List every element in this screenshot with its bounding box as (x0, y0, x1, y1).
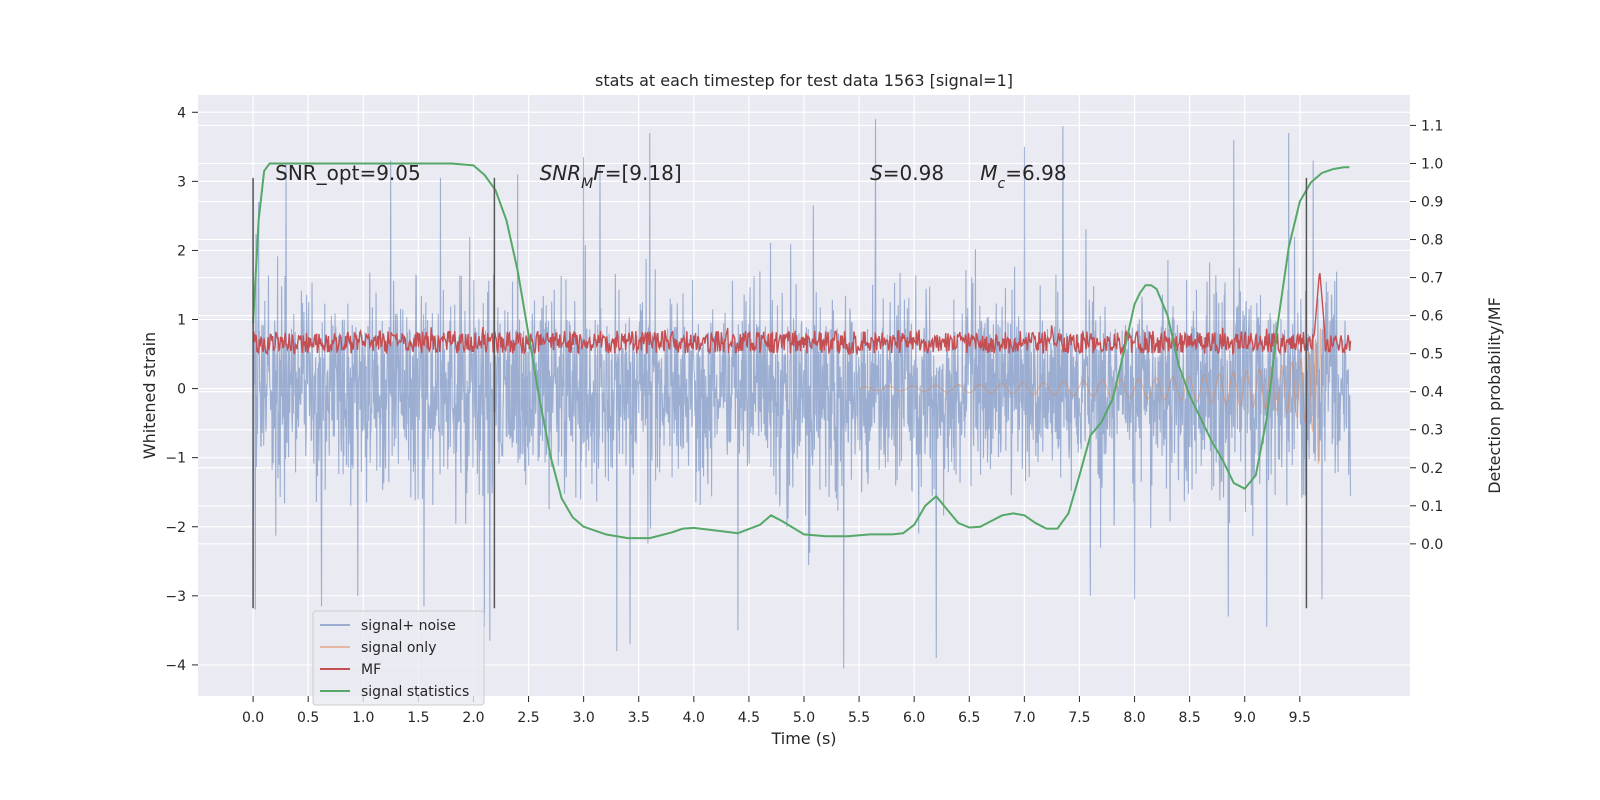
y-tick-label: −3 (165, 589, 186, 605)
x-tick-label: 3.5 (628, 710, 650, 726)
series-signal-noise-line (252, 119, 1352, 669)
vertical-markers (252, 177, 1308, 609)
x-tick-label: 9.5 (1289, 710, 1311, 726)
x-tick-label: 8.5 (1179, 710, 1201, 726)
x-tick-label: 8.0 (1123, 710, 1145, 726)
x-tick-label: 5.5 (848, 710, 870, 726)
x-tick-label: 5.0 (793, 710, 815, 726)
y-tick-label: 1 (177, 313, 186, 329)
axes: 0.0 0.5 1.0 1.5 2.0 2.5 3.0 3.5 4.0 4.5 5.0 5.5 6.0 6… (165, 105, 1443, 726)
y-right-tick-label: 0.8 (1421, 233, 1443, 249)
y-tick-label: −1 (165, 451, 186, 467)
y-axis-right-label: Detection probability/MF (1485, 297, 1504, 494)
y-tick-label: 4 (177, 105, 186, 121)
y-right-tick-label: 0.3 (1421, 423, 1443, 439)
legend-label: signal only (361, 640, 436, 656)
annotation-text: SNRMF=[9.18] (540, 161, 682, 192)
chart-title: stats at each timestep for test data 156… (595, 71, 1013, 90)
annotation-text: Mc=6.98 (980, 161, 1066, 192)
x-tick-label: 2.0 (462, 710, 484, 726)
y-right-tick-label: 1.1 (1421, 118, 1443, 134)
series-signal-only-line (858, 328, 1323, 464)
x-tick-label: 1.5 (407, 710, 429, 726)
x-tick-label: 7.0 (1013, 710, 1035, 726)
y-right-tick-label: 0.7 (1421, 271, 1443, 287)
annotation-text: SNR_opt=9.05 (275, 161, 421, 185)
x-axis-label: Time (s) (770, 729, 836, 748)
y-right-tick-label: 0.6 (1421, 309, 1443, 325)
x-tick-label: 3.0 (573, 710, 595, 726)
x-tick-label: 1.0 (352, 710, 374, 726)
y-tick-label: −2 (165, 520, 186, 536)
y-tick-label: 0 (177, 382, 186, 398)
y-right-tick-label: 0.2 (1421, 461, 1443, 477)
y-right-tick-label: 1.0 (1421, 156, 1443, 172)
x-tick-label: 6.5 (958, 710, 980, 726)
y-tick-label: −4 (165, 658, 186, 674)
legend-label: signal+ noise (361, 618, 456, 634)
series-mf-line (252, 272, 1352, 356)
y-axis-label: Whitened strain (140, 332, 159, 459)
legend: signal+ noise signal only MF signal statist… (312, 610, 485, 706)
x-tick-label: 6.0 (903, 710, 925, 726)
x-tick-label: 4.5 (738, 710, 760, 726)
legend-label: signal statistics (361, 684, 469, 700)
y-right-tick-label: 0.1 (1421, 499, 1443, 515)
x-tick-label: 9.0 (1234, 710, 1256, 726)
y-tick-label: 2 (177, 243, 186, 259)
x-tick-label: 0.0 (242, 710, 264, 726)
y-tick-label: 3 (177, 174, 186, 190)
y-right-tick-label: 0.5 (1421, 347, 1443, 363)
x-tick-label: 0.5 (297, 710, 319, 726)
legend-box (312, 610, 485, 706)
x-tick-label: 4.0 (683, 710, 705, 726)
y-right-tick-label: 0.9 (1421, 195, 1443, 211)
annotations: SNR_opt=9.05 SNRMF=[9.18] S=0.98 Mc=6.98 (275, 161, 1066, 192)
series-signal-statistics-line (252, 162, 1350, 540)
x-tick-label: 7.5 (1068, 710, 1090, 726)
annotation-text: S=0.98 (870, 161, 944, 185)
y-right-tick-label: 0.0 (1421, 537, 1443, 553)
legend-label: MF (361, 662, 381, 678)
data-layer (252, 119, 1352, 669)
x-tick-label: 2.5 (517, 710, 539, 726)
y-right-tick-label: 0.4 (1421, 385, 1443, 401)
